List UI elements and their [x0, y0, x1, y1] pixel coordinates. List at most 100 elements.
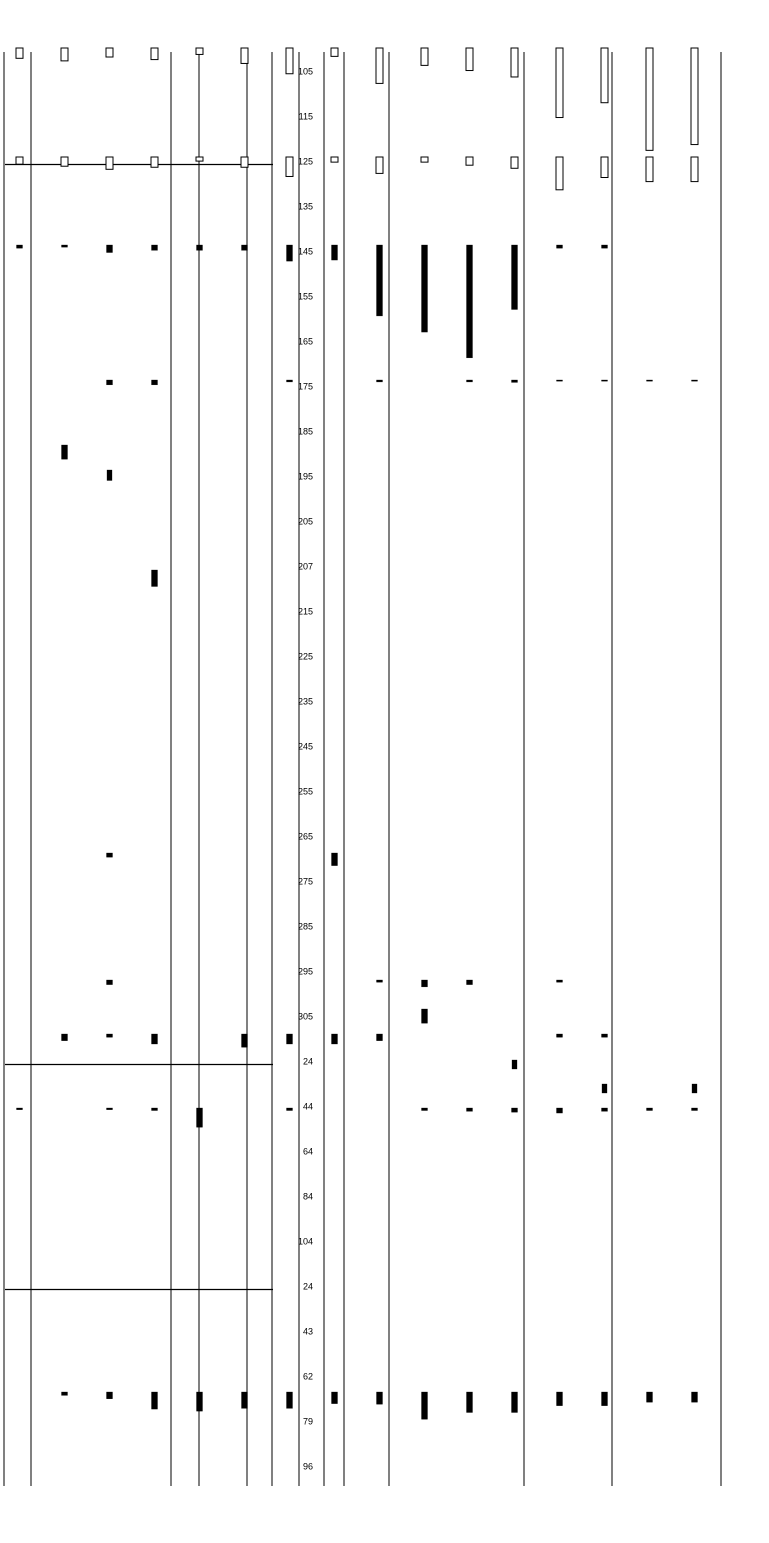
depth-label: 24	[303, 1057, 313, 1067]
bar	[375, 47, 384, 84]
panel-sparganium	[601, 1083, 698, 1094]
depth-label: 305	[298, 1012, 313, 1022]
bar	[151, 1107, 158, 1111]
panel-valsaria-type	[151, 52, 200, 1486]
bar	[511, 1059, 518, 1070]
bar	[601, 1391, 608, 1406]
bar	[556, 1391, 563, 1406]
bar	[511, 379, 518, 383]
depth-label: 295	[298, 967, 313, 977]
bar	[601, 1083, 608, 1094]
bar	[285, 47, 294, 75]
bar	[466, 1107, 473, 1112]
depth-label: 265	[298, 832, 313, 842]
panel-diporotheca	[170, 52, 172, 1486]
panel-sporomiella-type-ii	[106, 979, 563, 988]
depth-label: 145	[298, 247, 313, 257]
bar	[510, 156, 519, 169]
depth-label: 64	[303, 1147, 313, 1157]
bar	[195, 156, 204, 162]
depth-label: 185	[298, 427, 313, 437]
bar	[555, 47, 564, 119]
panel-hairy-skin	[61, 52, 325, 1486]
bar	[466, 1391, 473, 1413]
panel-cyperaceae	[61, 1391, 698, 1420]
bar	[690, 156, 699, 183]
panel-pollen-ccm	[15, 47, 722, 1486]
bar	[15, 156, 24, 165]
panel-caryospora-type	[106, 852, 338, 866]
depth-label: 104	[298, 1237, 313, 1247]
bar	[150, 156, 159, 168]
bar	[151, 1033, 158, 1045]
bar	[331, 1033, 338, 1045]
depth-label: 135	[298, 202, 313, 212]
depth-label: 105	[298, 67, 313, 77]
bar	[375, 156, 384, 174]
bar	[691, 1391, 698, 1403]
bar	[466, 244, 473, 359]
bar	[421, 1107, 428, 1111]
depth-label: 215	[298, 607, 313, 617]
bar	[421, 979, 428, 988]
bar	[286, 1391, 293, 1409]
bar	[466, 979, 473, 985]
bar	[465, 156, 474, 166]
depth-label: 245	[298, 742, 313, 752]
bar	[510, 47, 519, 78]
bar	[151, 569, 158, 587]
depth-label: 43	[303, 1327, 313, 1337]
bar	[331, 852, 338, 866]
rotated-chart: 105 115 125 135 145 155 165 175 185 195 205 207 215 2…	[3, 47, 722, 1486]
panel-liguliflorae	[61, 1033, 608, 1048]
bar	[150, 47, 159, 61]
bar	[555, 156, 564, 191]
bar	[646, 379, 653, 382]
depth-label: 207	[298, 562, 313, 572]
depth-label: 175	[298, 382, 313, 392]
panel-total-number-of-pollen	[15, 52, 699, 1486]
depth-label: 155	[298, 292, 313, 302]
panel-coniochaeta-ligniaria-type	[30, 52, 32, 1486]
bar	[240, 156, 249, 168]
bar	[421, 244, 428, 333]
bar	[645, 156, 654, 183]
bar	[376, 379, 383, 383]
bar	[106, 979, 113, 985]
bar	[601, 1033, 608, 1038]
bar	[106, 1033, 113, 1038]
bar	[60, 156, 69, 167]
bar	[285, 156, 294, 177]
bar	[601, 244, 608, 249]
depth-label: 84	[303, 1192, 313, 1202]
depth-label: 96	[303, 1462, 313, 1472]
bar	[61, 1033, 68, 1041]
bar	[240, 47, 249, 64]
depth-label: 62	[303, 1372, 313, 1382]
bar	[376, 244, 383, 317]
bar	[61, 1391, 68, 1396]
depth-label: 275	[298, 877, 313, 887]
depth-label: 79	[303, 1417, 313, 1427]
depth-label: 125	[298, 157, 313, 167]
depth-label: 285	[298, 922, 313, 932]
panel-artemisia-clumps	[511, 1059, 518, 1070]
bar	[420, 47, 429, 66]
panel-neurospora	[271, 52, 273, 1486]
bar	[420, 156, 429, 163]
bar	[195, 47, 204, 55]
bar	[511, 1391, 518, 1413]
panel-apiaceae	[421, 1008, 428, 1024]
bar	[15, 47, 24, 59]
panel-unidentified-pollen	[343, 52, 345, 1486]
bar	[511, 1107, 518, 1113]
panel-botyococcus	[16, 1107, 698, 1128]
bar	[106, 1107, 113, 1110]
bar	[106, 469, 113, 481]
bar	[106, 1391, 113, 1399]
bar	[330, 47, 339, 57]
bar	[511, 244, 518, 310]
bar	[421, 1008, 428, 1024]
bar	[556, 979, 563, 983]
